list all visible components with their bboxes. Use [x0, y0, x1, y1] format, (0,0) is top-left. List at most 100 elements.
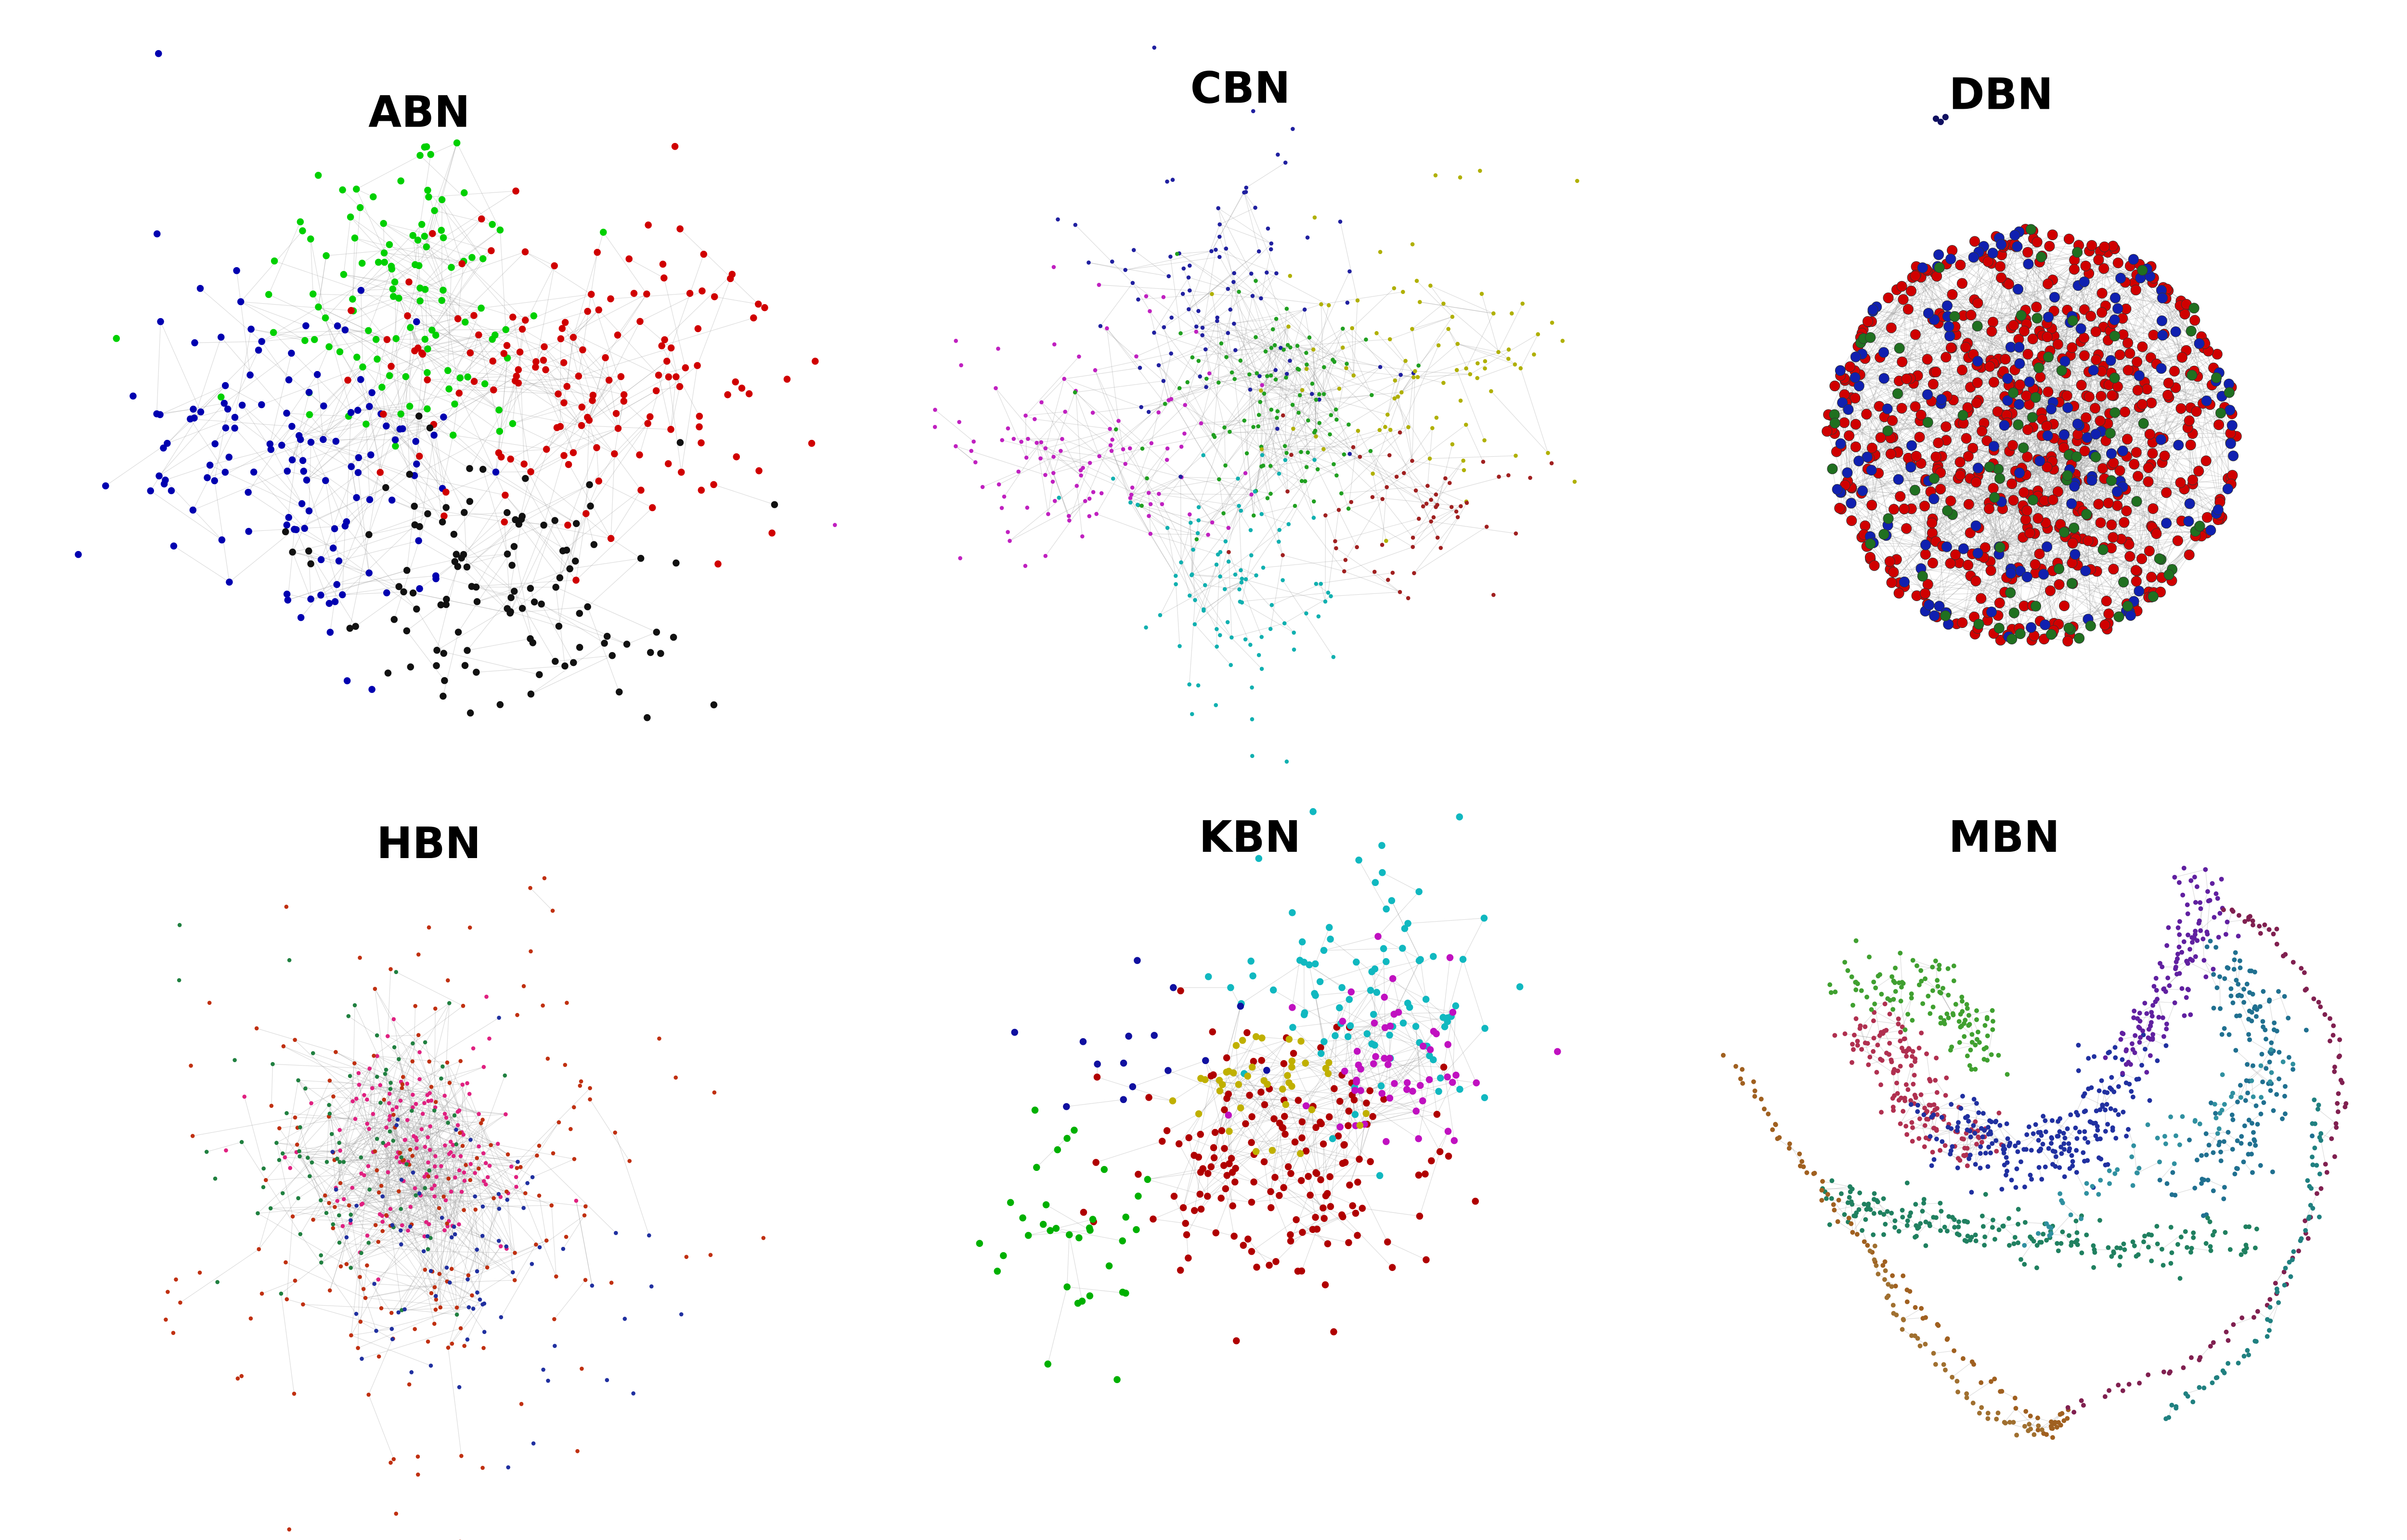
- node: [431, 207, 438, 214]
- edge: [427, 339, 492, 373]
- edge: [407, 315, 493, 361]
- edge: [495, 472, 577, 524]
- node: [1323, 599, 1328, 604]
- edge: [342, 190, 419, 266]
- node: [1225, 620, 1230, 625]
- edge: [623, 401, 648, 424]
- node: [542, 366, 549, 373]
- edge: [531, 643, 605, 694]
- edge: [427, 334, 479, 409]
- node: [1506, 473, 1511, 477]
- edge: [1348, 499, 1383, 509]
- edge: [442, 632, 459, 696]
- edge: [1131, 479, 1219, 495]
- node: [1458, 175, 1462, 180]
- edge: [414, 240, 418, 265]
- node: [113, 334, 120, 342]
- node: [994, 386, 998, 390]
- edge: [616, 390, 657, 414]
- node: [1410, 459, 1414, 463]
- edge: [522, 427, 557, 517]
- node: [362, 420, 370, 428]
- node: [2096, 391, 2107, 402]
- node: [1152, 45, 1157, 50]
- node: [501, 518, 508, 526]
- node: [464, 647, 471, 654]
- edge: [515, 376, 621, 381]
- node: [416, 452, 423, 460]
- edge: [281, 380, 348, 446]
- edge: [420, 288, 526, 321]
- edge: [1261, 505, 1295, 514]
- node: [1295, 344, 1300, 348]
- edge: [418, 329, 506, 348]
- edge: [358, 472, 370, 573]
- node: [1244, 451, 1249, 456]
- node: [413, 318, 420, 325]
- node: [1173, 574, 1178, 578]
- node: [464, 373, 471, 381]
- node: [1253, 489, 1257, 494]
- node: [1303, 479, 1307, 484]
- node: [508, 562, 516, 569]
- node: [670, 633, 677, 641]
- edge: [626, 631, 657, 645]
- edge: [368, 330, 427, 409]
- node: [1138, 365, 1142, 370]
- network: [75, 50, 819, 721]
- node: [300, 467, 308, 475]
- node: [1496, 350, 1501, 354]
- edge: [234, 417, 271, 445]
- edge: [447, 267, 452, 371]
- edge: [1297, 339, 1390, 346]
- node: [1254, 335, 1258, 339]
- edge: [310, 239, 326, 318]
- node: [2144, 545, 2155, 557]
- node: [1187, 263, 1192, 268]
- edge: [356, 155, 420, 190]
- node: [1170, 178, 1175, 182]
- node: [1217, 234, 1222, 239]
- node: [1283, 160, 1288, 165]
- node: [1147, 513, 1151, 518]
- edge: [1218, 208, 1252, 274]
- edge: [449, 388, 558, 395]
- node: [1178, 475, 1183, 479]
- edge: [441, 199, 483, 259]
- node: [696, 423, 703, 431]
- node: [1475, 361, 1480, 366]
- edge: [318, 307, 369, 331]
- node: [1448, 481, 1452, 485]
- edge: [492, 311, 588, 340]
- node: [1194, 537, 1199, 541]
- edge: [369, 513, 428, 535]
- node: [412, 437, 419, 445]
- edge: [1228, 333, 1307, 365]
- node: [726, 275, 734, 282]
- node: [1262, 391, 1267, 396]
- node: [1355, 298, 1360, 303]
- node: [157, 318, 164, 325]
- node: [1270, 327, 1275, 332]
- node: [355, 454, 362, 462]
- node: [386, 372, 393, 379]
- node: [1430, 426, 1435, 430]
- edge: [1216, 552, 1221, 629]
- node: [1869, 560, 1880, 571]
- edge: [499, 376, 517, 432]
- edge: [563, 455, 611, 539]
- node: [478, 215, 485, 223]
- node: [1139, 503, 1144, 508]
- edge: [456, 142, 501, 231]
- node: [2006, 478, 2018, 489]
- node: [1162, 325, 1166, 330]
- edge: [1430, 285, 1494, 314]
- edge: [1261, 376, 1268, 447]
- node: [643, 290, 650, 298]
- node: [1256, 249, 1261, 254]
- node: [1282, 444, 1287, 449]
- node: [353, 353, 361, 361]
- node: [265, 291, 272, 298]
- edge: [559, 481, 599, 578]
- node: [1224, 246, 1229, 251]
